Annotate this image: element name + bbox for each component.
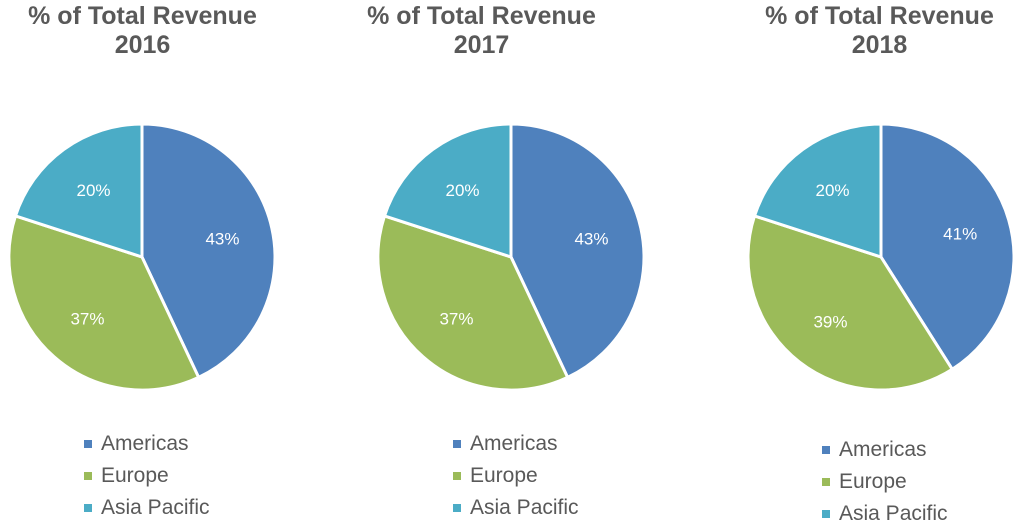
legend-item-asia-pacific: Asia Pacific — [453, 492, 579, 524]
pie-slice-europe — [746, 214, 954, 392]
chart-title-year: 2017 — [453, 31, 510, 59]
chart-2016: % of Total Revenue 2016 43% 37% 20% Americ… — [0, 0, 339, 527]
legend-swatch-europe — [453, 472, 461, 480]
legend-item-asia-pacific: Asia Pacific — [822, 498, 948, 530]
legend: Americas Europe Asia Pacific — [822, 434, 948, 530]
chart-2018: % of Total Revenue 2018 41% 39% 20% Americ… — [678, 0, 1017, 527]
chart-title: % of Total Revenue 2016 — [0, 2, 312, 60]
legend-label: Europe — [470, 464, 538, 487]
chart-title: % of Total Revenue 2017 — [312, 2, 651, 60]
legend-label: Asia Pacific — [101, 496, 210, 519]
chart-title-line1: % of Total Revenue — [765, 2, 994, 30]
pie-slice-americas — [509, 122, 646, 379]
pie-chart: 43% 37% 20% — [7, 122, 277, 392]
legend-label: Asia Pacific — [470, 496, 579, 519]
chart-2017: % of Total Revenue 2017 43% 37% 20% Americ… — [339, 0, 678, 527]
legend-swatch-europe — [822, 478, 830, 486]
data-label-europe: 37% — [70, 309, 104, 328]
legend-swatch-europe — [84, 472, 92, 480]
pie-slice-asia-pacific — [753, 122, 883, 259]
legend-item-americas: Americas — [453, 428, 579, 460]
data-label-americas: 43% — [205, 230, 239, 249]
legend-swatch-asia-pacific — [453, 504, 461, 512]
legend-item-europe: Europe — [822, 466, 948, 498]
legend-label: Asia Pacific — [839, 502, 948, 525]
data-label-americas: 41% — [943, 224, 977, 243]
legend-item-europe: Europe — [84, 460, 210, 492]
chart-title-line1: % of Total Revenue — [367, 2, 596, 30]
chart-title-year: 2016 — [114, 31, 171, 59]
chart-title-line1: % of Total Revenue — [28, 2, 257, 30]
legend-swatch-americas — [453, 440, 461, 448]
data-label-asia-pacific: 20% — [446, 181, 480, 200]
legend-item-americas: Americas — [822, 434, 948, 466]
pie-slice-europe — [7, 214, 201, 392]
pie-slice-europe — [376, 214, 570, 392]
legend-item-asia-pacific: Asia Pacific — [84, 492, 210, 524]
legend: Americas Europe Asia Pacific — [84, 428, 210, 524]
data-label-europe: 37% — [439, 309, 473, 328]
pie-slice-americas — [140, 122, 277, 379]
pie-slice-asia-pacific — [383, 122, 513, 259]
data-label-americas: 43% — [574, 230, 608, 249]
legend-label: Europe — [101, 464, 169, 487]
legend-item-americas: Americas — [84, 428, 210, 460]
legend-item-europe: Europe — [453, 460, 579, 492]
legend-swatch-americas — [84, 440, 92, 448]
pie-chart: 43% 37% 20% — [376, 122, 646, 392]
legend-label: Americas — [470, 432, 558, 455]
data-label-europe: 39% — [813, 313, 847, 332]
chart-title-year: 2018 — [851, 31, 908, 59]
data-label-asia-pacific: 20% — [77, 181, 111, 200]
data-label-asia-pacific: 20% — [816, 181, 850, 200]
legend: Americas Europe Asia Pacific — [453, 428, 579, 524]
chart-title: % of Total Revenue 2018 — [710, 2, 1018, 60]
legend-swatch-asia-pacific — [84, 504, 92, 512]
legend-label: Americas — [839, 438, 927, 461]
legend-swatch-americas — [822, 446, 830, 454]
legend-label: Americas — [101, 432, 189, 455]
pie-slice-asia-pacific — [14, 122, 144, 259]
legend-label: Europe — [839, 470, 907, 493]
pie-chart: 41% 39% 20% — [746, 122, 1016, 392]
legend-swatch-asia-pacific — [822, 510, 830, 518]
